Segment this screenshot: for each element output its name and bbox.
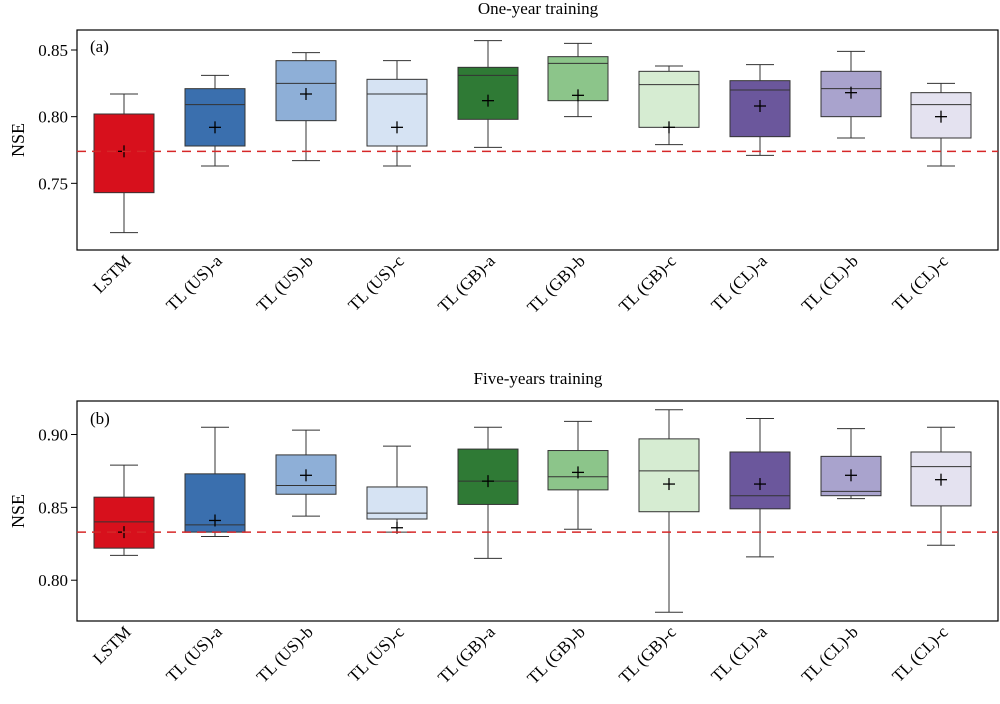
box-TL (CL)-b [820,455,882,497]
x-tick-label: TL (CL)-c [888,251,952,315]
y-tick-label: 0.85 [38,498,68,517]
panel-five-years: Five-years training (b) NSE 0.80 0.85 0.90… [8,369,999,688]
panel-label-a: (a) [90,37,109,56]
x-tick-label: TL (US)-a [162,622,226,686]
x-tick-label: TL (CL)-b [798,251,862,315]
x-ticks-b: LSTM TL (US)-a TL (US)-b TL (US)-c TL (GB)-a… [89,622,952,688]
x-ticks-a: LSTM TL (US)-a TL (US)-b TL (US)-c TL (GB)-a… [89,251,952,317]
box-TL (GB)-c [638,70,700,128]
x-tick-label: TL (GB)-b [523,251,588,316]
panel-one-year: One-year training (a) NSE 0.75 0.80 0.85 L… [8,0,999,317]
x-tick-label: TL (US)-a [162,251,226,315]
y-tick-label: 0.75 [38,174,68,193]
y-ticks-b: 0.80 0.85 0.90 [38,426,77,590]
x-tick-label: LSTM [89,622,134,667]
chart-title-a: One-year training [478,0,599,18]
x-tick-label: TL (GB)-a [434,251,499,316]
boxes-a [77,40,998,234]
x-tick-label: TL (CL)-a [707,622,771,686]
x-tick-label: TL (CL)-c [888,622,952,686]
x-tick-label: TL (US)-c [344,251,408,315]
x-tick-label: TL (GB)-b [523,622,588,687]
x-tick-label: LSTM [89,251,134,296]
x-tick-label: TL (US)-b [253,622,317,686]
y-tick-label: 0.85 [38,41,68,60]
boxes-b [77,409,998,613]
chart-title-b: Five-years training [474,369,603,388]
box-TL (US)-c [366,486,428,520]
box-TL (US)-c [366,78,428,147]
x-tick-label: TL (GB)-c [615,251,680,316]
box-TL (US)-a [184,88,246,147]
x-tick-label: TL (GB)-a [434,622,499,687]
y-tick-label: 0.80 [38,571,68,590]
x-tick-label: TL (US)-b [253,251,317,315]
x-tick-label: TL (CL)-b [798,622,862,686]
box-TL (GB)-a [457,66,519,120]
panel-label-b: (b) [90,409,110,428]
x-tick-label: TL (US)-c [344,622,408,686]
y-axis-label-b: NSE [8,494,28,528]
plot-frame-b [76,400,999,622]
y-ticks-a: 0.75 0.80 0.85 [38,41,77,193]
y-tick-label: 0.90 [38,426,68,445]
x-tick-label: TL (GB)-c [615,622,680,687]
box-LSTM [93,496,155,549]
box-TL (GB)-c [638,438,700,513]
y-tick-label: 0.80 [38,108,68,127]
y-axis-label-a: NSE [8,123,28,157]
plot-frame-a [76,29,999,251]
x-tick-label: TL (CL)-a [707,251,771,315]
